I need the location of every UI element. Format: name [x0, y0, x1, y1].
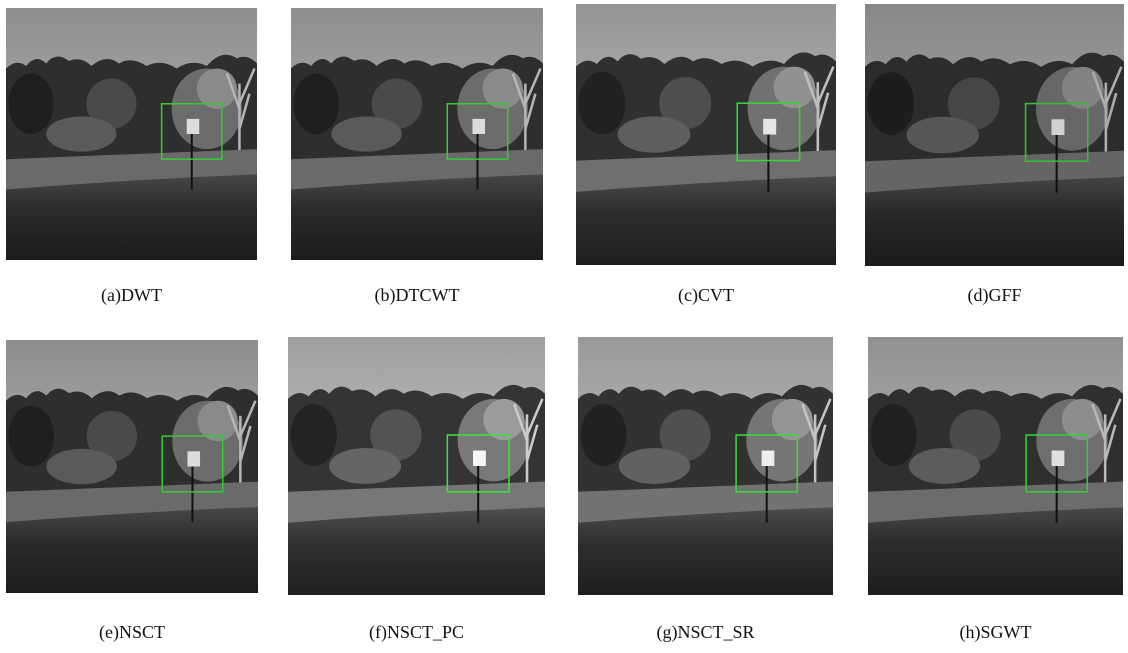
caption: (c)CVT: [576, 285, 836, 306]
fused-image: [578, 337, 833, 595]
caption: (a)DWT: [2, 285, 262, 306]
fused-image: [6, 340, 258, 593]
caption: (d)GFF: [865, 285, 1125, 306]
fused-image: [6, 8, 257, 260]
caption: (b)DTCWT: [287, 285, 547, 306]
fused-image: [868, 337, 1123, 595]
caption: (h)SGWT: [866, 622, 1126, 643]
caption: (e)NSCT: [2, 622, 262, 643]
fused-image: [576, 4, 836, 265]
fused-image: [291, 8, 543, 260]
caption: (f)NSCT_PC: [287, 622, 547, 643]
caption: (g)NSCT_SR: [576, 622, 836, 643]
figure: (a)DWT (b)DTCWT (c)CVT (d)GFF (e)NSCT (f)NSCT…: [0, 0, 1128, 653]
fused-image: [865, 4, 1124, 266]
fused-image: [288, 337, 545, 595]
